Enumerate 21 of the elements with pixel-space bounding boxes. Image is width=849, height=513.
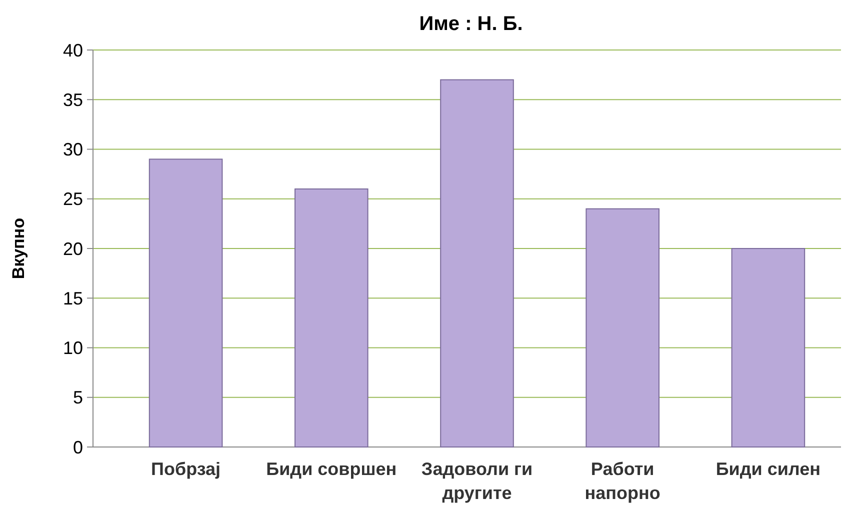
x-tick-label: Работи напорно — [584, 459, 660, 503]
y-tick-label: 40 — [62, 40, 83, 60]
y-tick-label: 0 — [72, 437, 83, 458]
y-tick-label: 25 — [62, 189, 83, 210]
x-tick-label: Побрзај — [151, 459, 221, 479]
y-tick-label: 5 — [72, 388, 83, 408]
y-tick-label: 35 — [62, 90, 83, 110]
bar — [586, 208, 660, 448]
bar — [294, 188, 368, 448]
x-tick-label: Биди совршен — [266, 459, 397, 479]
x-tick-label: Биди силен — [716, 459, 821, 479]
bar — [148, 158, 223, 448]
y-axis-title: Вкупно — [9, 218, 28, 280]
chart-title: Име : Н. Б. — [419, 13, 523, 35]
y-tick-label: 10 — [62, 338, 83, 358]
y-tick-label: 20 — [62, 238, 83, 259]
bar — [731, 248, 806, 448]
x-tick-label: Задоволи ги другите — [421, 459, 533, 503]
bar — [440, 79, 514, 448]
y-tick-label: 15 — [62, 288, 83, 308]
y-tick-label: 30 — [62, 140, 83, 160]
